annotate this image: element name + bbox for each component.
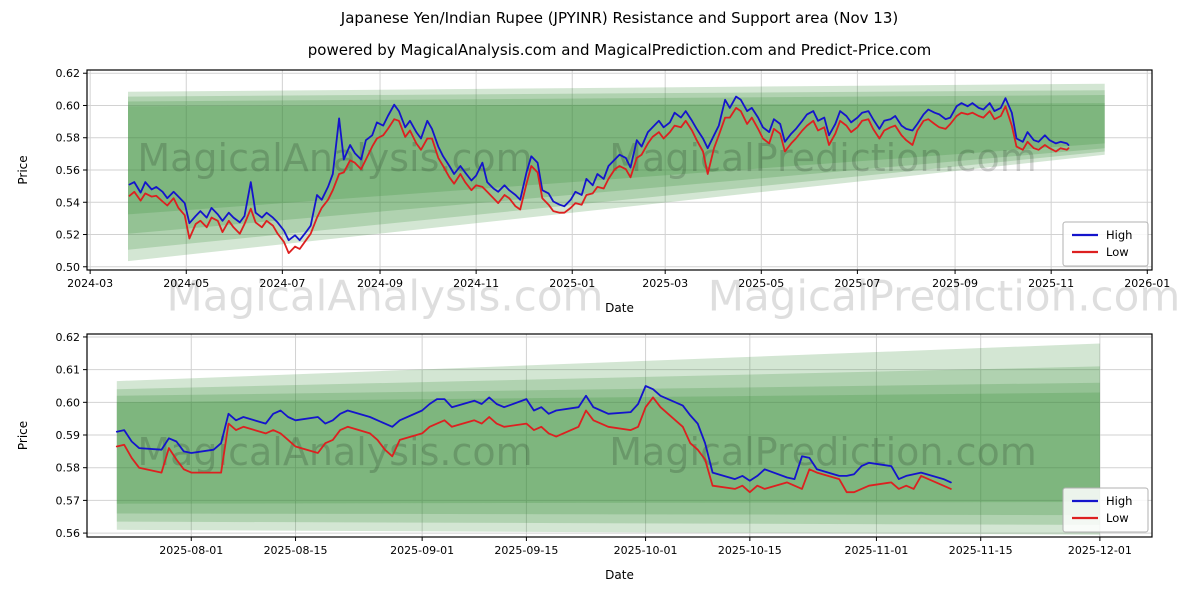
x-tick-label: 2024-05 bbox=[163, 277, 209, 290]
y-tick-label: 0.50 bbox=[56, 261, 81, 274]
tick-labels: 2025-08-01 2025-08-15 2025-09-01 2025-09-15… bbox=[56, 331, 1132, 557]
figure-title: Japanese Yen/Indian Rupee (JPYINR) Resis… bbox=[340, 9, 899, 27]
y-tick-label: 0.56 bbox=[56, 164, 81, 177]
band-polygon bbox=[128, 95, 1105, 234]
x-tick-label: 2025-10-01 bbox=[614, 544, 678, 557]
figure-subtitle: powered by MagicalAnalysis.com and Magic… bbox=[307, 41, 932, 59]
y-tick-label: 0.58 bbox=[56, 132, 81, 145]
y-tick-label: 0.58 bbox=[56, 462, 81, 475]
low-line bbox=[115, 396, 952, 494]
band-polygon bbox=[116, 392, 1100, 504]
x-tick-label: 2025-08-15 bbox=[264, 544, 328, 557]
band-polygon bbox=[116, 366, 1100, 525]
x-tick-label: 2026-01 bbox=[1124, 277, 1170, 290]
legend-low-label: Low bbox=[1106, 245, 1129, 259]
x-tick-label: 2025-08-01 bbox=[159, 544, 223, 557]
figure-watermark-text: MagicalAnalysis.com bbox=[167, 272, 604, 321]
x-tick-label: 2025-10-15 bbox=[718, 544, 782, 557]
y-tick-label: 0.56 bbox=[56, 527, 81, 540]
y-tick-label: 0.62 bbox=[56, 67, 81, 80]
x-tick-label: 2025-01 bbox=[549, 277, 595, 290]
y-tick-label: 0.57 bbox=[56, 494, 81, 507]
watermark-text: MagicalPrediction.com bbox=[609, 136, 1037, 180]
band-polygon bbox=[116, 343, 1100, 535]
x-tick-label: 2025-11-01 bbox=[844, 544, 908, 557]
y-tick-label: 0.61 bbox=[56, 364, 81, 377]
y-tick-label: 0.62 bbox=[56, 331, 81, 344]
band-polygon bbox=[116, 382, 1100, 516]
y-axis-label: Price bbox=[16, 155, 30, 184]
y-tick-label: 0.52 bbox=[56, 229, 81, 242]
x-tick-label: 2025-09-15 bbox=[494, 544, 558, 557]
grid bbox=[87, 70, 1152, 270]
y-tick-label: 0.59 bbox=[56, 429, 81, 442]
x-tick-label: 2024-11 bbox=[453, 277, 499, 290]
x-tick-label: 2025-11 bbox=[1028, 277, 1074, 290]
support-resistance-bands bbox=[116, 343, 1100, 535]
legend-low-label: Low bbox=[1106, 511, 1129, 525]
x-tick-label: 2025-09-01 bbox=[390, 544, 454, 557]
low-line bbox=[128, 105, 1070, 255]
x-axis-label: Date bbox=[605, 301, 634, 315]
x-tick-label: 2025-09 bbox=[932, 277, 978, 290]
legend-box bbox=[1062, 487, 1149, 533]
legend-high-label: High bbox=[1106, 228, 1132, 242]
high-line bbox=[128, 95, 1070, 242]
y-tick-label: 0.60 bbox=[56, 99, 81, 112]
x-tick-label: 2025-11-15 bbox=[949, 544, 1013, 557]
band-polygon bbox=[128, 90, 1105, 250]
x-tick-label: 2025-03 bbox=[642, 277, 688, 290]
chart-recent-detail: MagicalAnalysis.com MagicalPrediction.com… bbox=[16, 331, 1153, 582]
x-tick-label: 2024-03 bbox=[67, 277, 113, 290]
x-tick-label: 2025-12-01 bbox=[1068, 544, 1132, 557]
watermark-text: MagicalPrediction.com bbox=[609, 430, 1037, 474]
chart-full-history: MagicalAnalysis.com MagicalPrediction.com… bbox=[16, 67, 1170, 315]
figure-watermark-text: MagicalPrediction.com bbox=[708, 272, 1181, 321]
y-tick-label: 0.54 bbox=[56, 196, 81, 209]
grid bbox=[87, 334, 1152, 537]
x-tick-label: 2025-07 bbox=[834, 277, 880, 290]
x-tick-label: 2025-05 bbox=[738, 277, 784, 290]
y-axis-label: Price bbox=[16, 421, 30, 450]
x-tick-label: 2024-09 bbox=[357, 277, 403, 290]
band-polygon bbox=[128, 83, 1105, 262]
legend-box bbox=[1062, 221, 1149, 267]
legend-high-label: High bbox=[1106, 494, 1132, 508]
tick-labels: 2024-03 2024-05 2024-07 2024-09 2024-11 2025-… bbox=[56, 67, 1171, 290]
legend: High Low bbox=[1062, 487, 1149, 533]
x-axis-label: Date bbox=[605, 568, 634, 582]
legend: High Low bbox=[1062, 221, 1149, 267]
high-line bbox=[115, 385, 952, 484]
y-tick-label: 0.60 bbox=[56, 396, 81, 409]
x-tick-label: 2024-07 bbox=[259, 277, 305, 290]
